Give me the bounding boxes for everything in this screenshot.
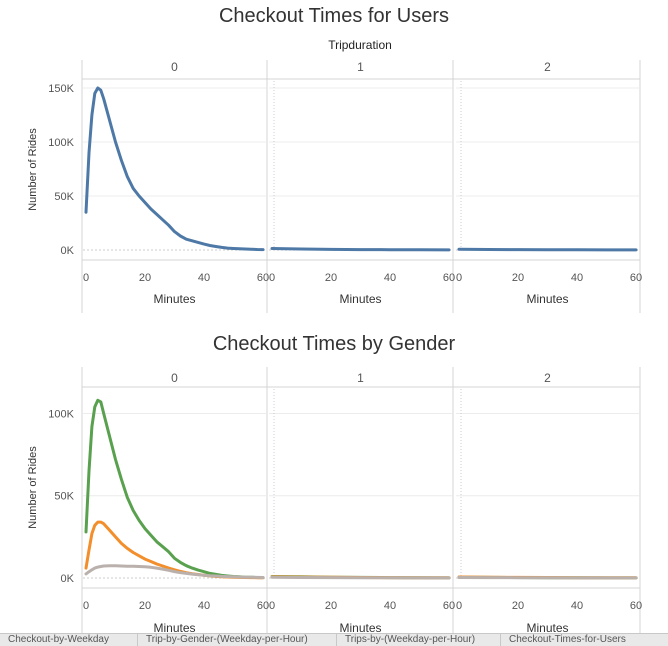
- x-tick-label: 60: [257, 600, 269, 612]
- panel-label: 1: [357, 371, 364, 385]
- x-tick-label: 20: [512, 272, 524, 284]
- x-tick-label: 40: [198, 600, 210, 612]
- x-tick-label: 20: [325, 600, 337, 612]
- series-line-2-panel-0: [86, 566, 263, 578]
- x-tick-label: 40: [384, 600, 396, 612]
- y-axis-label: Number of Rides: [27, 446, 39, 529]
- panel-label: 1: [357, 60, 364, 74]
- y-tick-label: 50K: [54, 191, 74, 203]
- x-tick-label: 40: [571, 600, 583, 612]
- x-tick-label: 20: [139, 272, 151, 284]
- series-line-0-panel-0: [86, 88, 263, 250]
- sheet-tab[interactable]: Checkout-by-Weekday: [0, 634, 138, 646]
- sheet-tab-bar: Checkout-by-Weekday Trip-by-Gender-(Week…: [0, 633, 668, 646]
- chart-title: Checkout Times by Gender: [213, 333, 456, 355]
- x-tick-label: 0: [456, 272, 462, 284]
- x-tick-label: 20: [139, 600, 151, 612]
- panel-label: 2: [544, 60, 551, 74]
- x-tick-label: 40: [384, 272, 396, 284]
- panel-label: 2: [544, 371, 551, 385]
- x-tick-label: 40: [198, 272, 210, 284]
- x-tick-label: 0: [269, 600, 275, 612]
- x-tick-label: 60: [630, 272, 642, 284]
- y-tick-label: 150K: [48, 83, 74, 95]
- sheet-tab[interactable]: Checkout-Times-for-Users: [501, 634, 668, 646]
- y-axis-label: Number of Rides: [27, 128, 39, 211]
- x-tick-label: 0: [83, 272, 89, 284]
- x-tick-label: 40: [571, 272, 583, 284]
- series-line-0-panel-1: [272, 249, 449, 250]
- chart-title: Checkout Times for Users: [219, 5, 449, 27]
- y-tick-label: 0K: [61, 573, 75, 585]
- y-tick-label: 0K: [61, 245, 75, 257]
- x-axis-label: Minutes: [339, 292, 381, 306]
- y-tick-label: 50K: [54, 491, 74, 503]
- x-axis-label: Minutes: [153, 292, 195, 306]
- sheet-tab[interactable]: Trip-by-Gender-(Weekday-per-Hour): [138, 634, 337, 646]
- sheet-tab[interactable]: Trips-by-(Weekday-per-Hour): [337, 634, 501, 646]
- x-tick-label: 20: [325, 272, 337, 284]
- y-tick-label: 100K: [48, 137, 74, 149]
- x-tick-label: 60: [630, 600, 642, 612]
- series-line-2-panel-1: [272, 577, 449, 578]
- panel-label: 0: [171, 371, 178, 385]
- x-axis-label: Minutes: [526, 292, 568, 306]
- series-line-0-panel-0: [86, 400, 263, 577]
- column-header: Tripduration: [328, 38, 392, 52]
- y-tick-label: 100K: [48, 408, 74, 420]
- x-tick-label: 0: [269, 272, 275, 284]
- x-tick-label: 60: [443, 272, 455, 284]
- panel-label: 0: [171, 60, 178, 74]
- x-tick-label: 60: [443, 600, 455, 612]
- x-tick-label: 0: [456, 600, 462, 612]
- x-tick-label: 0: [83, 600, 89, 612]
- series-line-1-panel-0: [86, 522, 263, 578]
- x-tick-label: 60: [257, 272, 269, 284]
- series-line-0-panel-2: [459, 249, 636, 250]
- x-tick-label: 20: [512, 600, 524, 612]
